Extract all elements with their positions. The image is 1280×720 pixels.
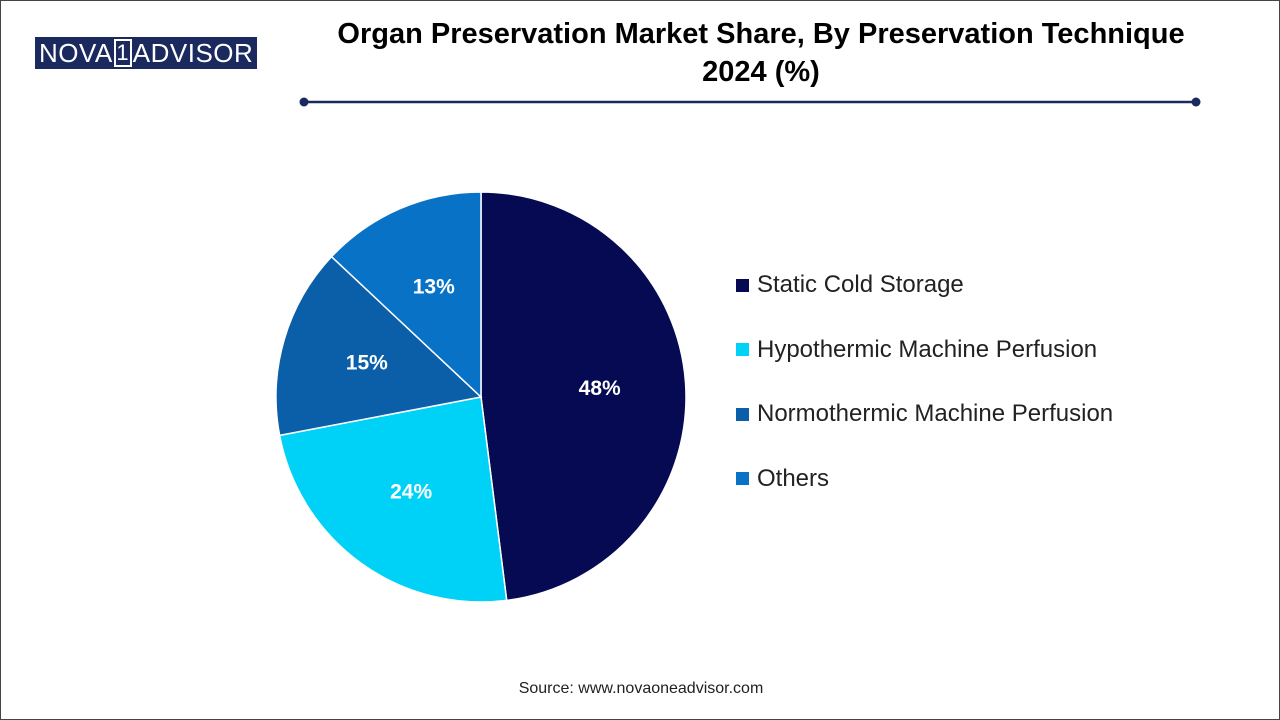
- title-divider-rule: [299, 97, 1201, 107]
- pie-slice: [480, 191, 687, 602]
- pie-slice: [330, 191, 482, 399]
- pie-slice: [275, 255, 483, 437]
- logo-text-left: NOVA: [39, 38, 113, 68]
- legend-swatch: [736, 343, 749, 356]
- legend-swatch: [736, 407, 749, 421]
- pie-slice: [278, 396, 508, 603]
- chart-title-line-1: Organ Preservation Market Share, By Pres…: [337, 18, 1185, 50]
- legend-label: Hypothermic Machine Perfusion: [757, 335, 1098, 363]
- legend-swatch: [736, 472, 749, 485]
- legend-item: Hypothermic Machine Perfusion: [736, 328, 1113, 372]
- pie-slice-label: 24%: [390, 481, 432, 504]
- legend-item: Others: [736, 457, 1113, 501]
- nova-advisor-logo: NOVA 1 ADVISOR: [35, 37, 258, 69]
- legend-label: Others: [757, 464, 830, 492]
- pie-slice-label: 48%: [579, 377, 621, 400]
- pie-slice-label: 13%: [413, 275, 455, 298]
- legend-label: Static Cold Storage: [757, 271, 964, 298]
- legend-item: Normothermic Machine Perfusion: [736, 392, 1113, 436]
- chart-title-line-2: 2024 (%): [702, 56, 820, 88]
- logo-text-right: ADVISOR: [132, 38, 254, 68]
- logo-digit: 1: [113, 39, 132, 67]
- chart-legend: Static Cold Storage Hypothermic Machine …: [736, 263, 1113, 521]
- chart-title: Organ Preservation Market Share, By Pres…: [271, 15, 1251, 91]
- pie-slice-label: 15%: [346, 351, 388, 374]
- legend-swatch: [736, 278, 749, 292]
- legend-item: Static Cold Storage: [736, 263, 1113, 307]
- source-note: Source: www.novaoneadvisor.com: [518, 680, 764, 697]
- legend-label: Normothermic Machine Perfusion: [757, 400, 1114, 427]
